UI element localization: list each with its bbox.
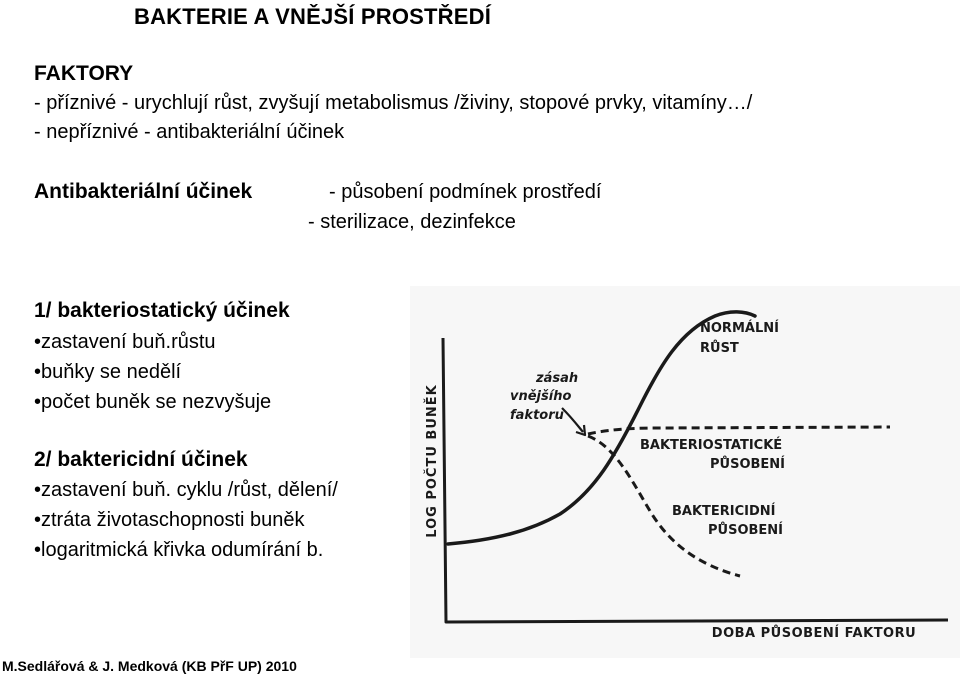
label-intervention-2: vnějšího <box>510 389 571 404</box>
label-intervention-3: faktoru <box>510 408 564 423</box>
slide-title: BAKTERIE A VNĚJŠÍ PROSTŘEDÍ <box>134 4 492 29</box>
bacteriostatic-bullet: •buňky se nedělí <box>34 361 182 383</box>
y-axis-label: LOG POČTU BUNĚK <box>424 384 440 537</box>
label-intervention: zásah <box>535 371 578 386</box>
label-bactericidal-2: PŮSOBENÍ <box>708 522 783 538</box>
x-axis-label: DOBA PŮSOBENÍ FAKTORU <box>712 625 916 641</box>
intervention-arrow <box>561 407 584 433</box>
factors-heading: FAKTORY <box>34 62 134 85</box>
bactericidal-heading: 2/ baktericidní účinek <box>34 448 248 471</box>
label-bactericidal: BAKTERICIDNÍ <box>672 503 776 519</box>
bacteriostatic-bullet: •počet buněk se nezvyšuje <box>34 391 272 413</box>
diagram-axes <box>441 337 949 624</box>
arrow-head-icon <box>575 424 587 437</box>
bacteriostatic-curve <box>587 425 891 436</box>
label-normal-growth: NORMÁLNÍ <box>700 320 779 336</box>
factors-favorable: - příznivé - urychlují růst, zvyšují met… <box>34 92 753 114</box>
bactericidal-bullet: •ztráta životaschopnosti buněk <box>34 509 305 531</box>
diagram-background <box>410 286 960 658</box>
label-normal-growth-2: RŮST <box>700 340 739 356</box>
antibacterial-heading: Antibakteriální účinek <box>34 180 253 203</box>
footer-credit: M.Sedlářová & J. Medková (KB PřF UP) 201… <box>2 658 297 674</box>
normal-growth-curve <box>446 310 757 546</box>
factors-unfavorable: - nepříznivé - antibakteriální účinek <box>34 121 345 143</box>
label-bacteriostatic-2: PŮSOBENÍ <box>710 456 785 472</box>
bactericidal-bullet: •zastavení buň. cyklu /růst, dělení/ <box>34 479 338 501</box>
antibacterial-item-environment: - působení podmínek prostředí <box>329 181 602 203</box>
antibacterial-item-sterilization: - sterilizace, dezinfekce <box>308 211 516 233</box>
bacteriostatic-bullet: •zastavení buň.růstu <box>34 331 216 353</box>
bactericidal-curve <box>587 434 741 578</box>
label-bacteriostatic: BAKTERIOSTATICKÉ <box>640 437 782 453</box>
bactericidal-bullet: •logaritmická křivka odumírání b. <box>34 539 324 561</box>
growth-curve-diagram: LOG POČTU BUNĚK DOBA PŮSOBENÍ FAKTORU NO… <box>410 286 960 658</box>
bacteriostatic-heading: 1/ bakteriostatický účinek <box>34 299 290 322</box>
